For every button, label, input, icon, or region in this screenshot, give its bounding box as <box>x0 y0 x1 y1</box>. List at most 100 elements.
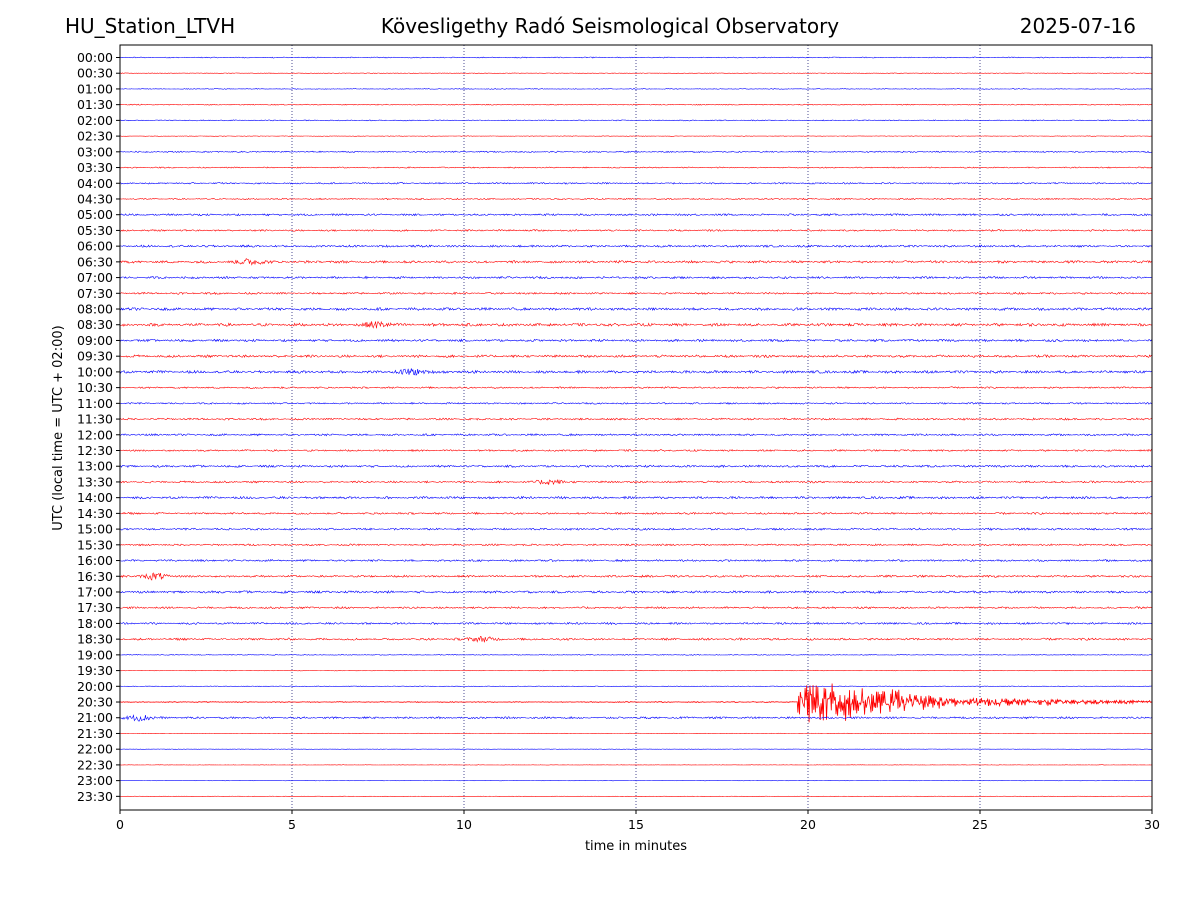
y-tick-label: 19:30 <box>77 663 113 678</box>
trace-0000 <box>119 56 1153 59</box>
y-tick-label: 07:30 <box>77 286 113 301</box>
trace-0030 <box>119 72 1152 74</box>
y-tick-label: 04:00 <box>77 176 113 191</box>
trace-1700 <box>119 589 1153 594</box>
station-label: HU_Station_LTVH <box>65 14 236 38</box>
trace-1830 <box>119 636 1153 643</box>
y-tick-label: 09:00 <box>77 333 113 348</box>
trace-0600 <box>119 244 1153 248</box>
y-tick-label: 21:00 <box>77 710 113 725</box>
trace-0900 <box>119 338 1153 343</box>
trace-1330 <box>119 478 1152 486</box>
trace-0830 <box>119 320 1153 329</box>
y-tick-label: 06:30 <box>77 254 113 269</box>
trace-2030 <box>119 683 1153 723</box>
trace-1930 <box>119 669 1153 672</box>
trace-0200 <box>119 119 1153 122</box>
y-tick-label: 22:30 <box>77 757 113 772</box>
y-tick-label: 13:00 <box>77 459 113 474</box>
y-tick-label: 17:30 <box>77 600 113 615</box>
y-tick-label: 15:00 <box>77 522 113 537</box>
y-tick-label: 17:00 <box>77 584 113 599</box>
y-tick-label: 19:00 <box>77 647 113 662</box>
trace-1130 <box>119 417 1153 421</box>
trace-0800 <box>119 306 1153 312</box>
y-tick-label: 09:30 <box>77 349 113 364</box>
trace-0730 <box>119 291 1153 296</box>
trace-1200 <box>119 433 1153 437</box>
trace-1730 <box>119 606 1153 610</box>
trace-1500 <box>119 527 1153 531</box>
y-tick-label: 11:00 <box>77 396 113 411</box>
trace-2100 <box>119 714 1153 722</box>
y-tick-label: 03:00 <box>77 144 113 159</box>
trace-2000 <box>119 685 1153 687</box>
trace-0700 <box>119 275 1153 280</box>
y-tick-label: 05:00 <box>77 207 113 222</box>
seismogram-traces <box>119 56 1153 797</box>
y-tick-label: 05:30 <box>77 223 113 238</box>
y-tick-label: 07:00 <box>77 270 113 285</box>
x-axis-label: time in minutes <box>585 839 687 854</box>
y-tick-label: 10:00 <box>77 364 113 379</box>
x-tick-label: 15 <box>628 817 644 832</box>
trace-1100 <box>119 402 1153 405</box>
trace-0500 <box>119 213 1153 217</box>
y-tick-label: 02:30 <box>77 129 113 144</box>
y-tick-label: 20:00 <box>77 679 113 694</box>
y-tick-label: 08:30 <box>77 317 113 332</box>
trace-0400 <box>119 181 1153 185</box>
trace-1600 <box>119 558 1153 563</box>
y-tick-label: 06:00 <box>77 239 113 254</box>
y-tick-label: 10:30 <box>77 380 113 395</box>
y-tick-label: 14:00 <box>77 490 113 505</box>
y-tick-label: 00:00 <box>77 50 113 65</box>
trace-1030 <box>119 386 1153 390</box>
trace-1300 <box>119 464 1153 469</box>
x-tick-label: 0 <box>116 817 124 832</box>
trace-1400 <box>119 495 1153 500</box>
y-tick-label: 23:00 <box>77 773 113 788</box>
trace-1230 <box>119 448 1153 452</box>
y-axis-ticks: 00:0000:3001:0001:3002:0002:3003:0003:30… <box>77 50 120 804</box>
y-tick-label: 00:30 <box>77 66 113 81</box>
y-tick-label: 22:00 <box>77 742 113 757</box>
trace-1800 <box>119 621 1153 626</box>
y-tick-label: 16:00 <box>77 553 113 568</box>
y-tick-label: 23:30 <box>77 789 113 804</box>
y-tick-label: 16:30 <box>77 569 113 584</box>
y-tick-label: 11:30 <box>77 412 113 427</box>
y-tick-label: 18:00 <box>77 616 113 631</box>
trace-0300 <box>119 150 1153 153</box>
y-tick-label: 12:30 <box>77 443 113 458</box>
trace-0530 <box>119 229 1153 232</box>
trace-2130 <box>120 732 1153 735</box>
y-tick-label: 12:00 <box>77 427 113 442</box>
x-tick-label: 20 <box>800 817 816 832</box>
y-tick-label: 18:30 <box>77 632 113 647</box>
date-label: 2025-07-16 <box>1019 14 1136 38</box>
trace-1000 <box>119 368 1153 376</box>
x-tick-label: 30 <box>1144 817 1160 832</box>
x-tick-label: 25 <box>972 817 988 832</box>
x-tick-label: 10 <box>456 817 472 832</box>
y-tick-label: 14:30 <box>77 506 113 521</box>
trace-0330 <box>119 166 1153 169</box>
trace-0230 <box>119 135 1153 137</box>
x-tick-label: 5 <box>288 817 296 832</box>
trace-0430 <box>120 197 1153 201</box>
trace-1900 <box>119 654 1153 656</box>
x-axis-ticks: 0 5 10 15 20 25 30 <box>116 810 1160 832</box>
trace-1630 <box>119 572 1153 581</box>
y-tick-label: 02:00 <box>77 113 113 128</box>
trace-0130 <box>119 103 1153 106</box>
trace-0930 <box>119 354 1153 359</box>
trace-1530 <box>119 543 1153 547</box>
y-tick-label: 04:30 <box>77 191 113 206</box>
y-tick-label: 15:30 <box>77 537 113 552</box>
y-tick-label: 08:00 <box>77 302 113 317</box>
y-axis-label: UTC (local time = UTC + 02:00) <box>51 325 66 530</box>
trace-0100 <box>119 88 1153 90</box>
y-tick-label: 13:30 <box>77 474 113 489</box>
